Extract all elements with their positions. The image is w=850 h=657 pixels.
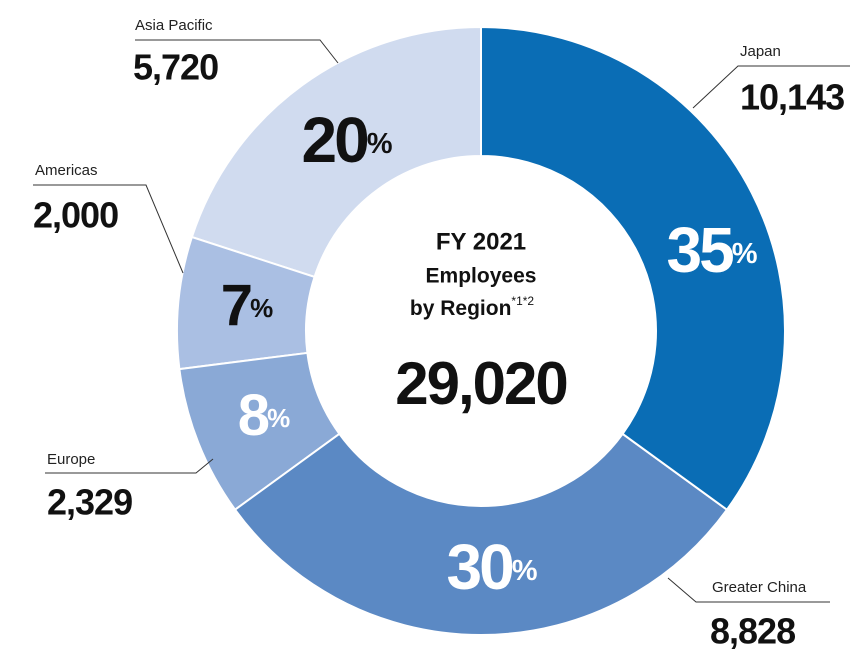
slice: [176, 235, 316, 371]
employee-count: 2,329: [47, 482, 132, 523]
center-total: 29,020: [395, 350, 567, 417]
percent-label: 30%: [447, 531, 538, 603]
center-title: by Region: [410, 297, 512, 320]
employee-count: 8,828: [710, 611, 795, 652]
leader-line: [135, 39, 339, 64]
percent-label: 35%: [667, 214, 758, 286]
leader-line: [45, 458, 214, 474]
category-label: Greater China: [712, 579, 807, 596]
category-label: Japan: [740, 43, 781, 60]
slice: [190, 25, 482, 279]
slice: [480, 25, 786, 512]
category-label: Americas: [35, 162, 98, 179]
center-title: by Region*1*2: [410, 294, 535, 319]
percent-label: 7%: [221, 273, 273, 338]
slice: [178, 351, 341, 512]
center-title: Employees: [426, 265, 537, 288]
center-title: FY 2021: [436, 228, 526, 255]
category-label: Asia Pacific: [135, 17, 213, 34]
leader-line: [692, 65, 850, 109]
percent-label: 8%: [238, 383, 290, 448]
slice: [233, 432, 729, 636]
category-label: Europe: [47, 451, 95, 468]
footnote-marks: *1*2: [511, 294, 534, 308]
leader-line: [667, 577, 830, 603]
percent-label: 20%: [302, 104, 393, 176]
employee-count: 5,720: [133, 47, 218, 88]
leader-line: [33, 184, 184, 274]
employee-count: 10,143: [740, 77, 844, 118]
employee-count: 2,000: [33, 195, 118, 236]
